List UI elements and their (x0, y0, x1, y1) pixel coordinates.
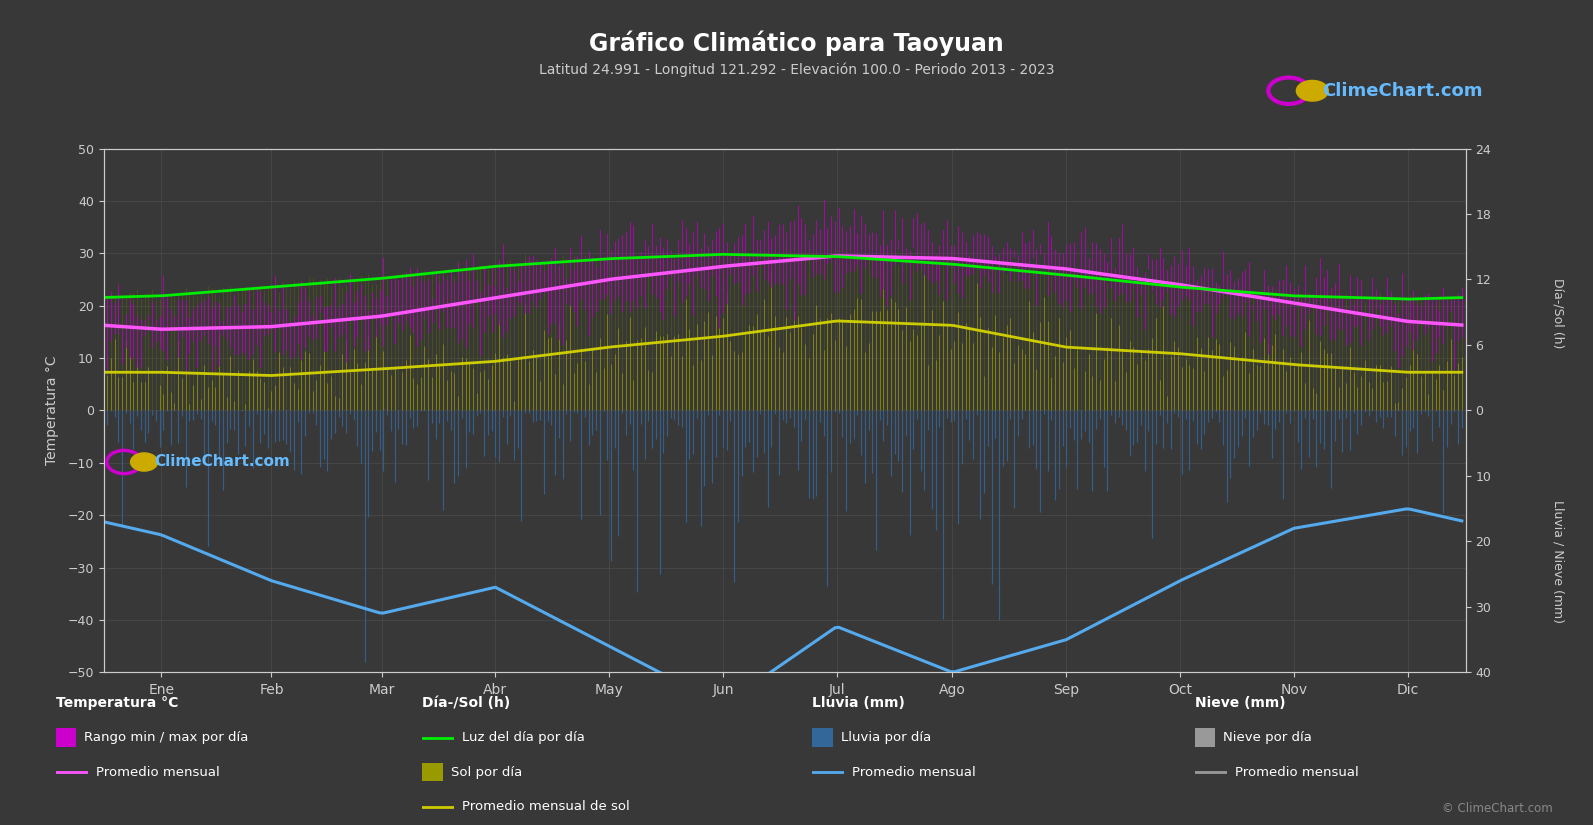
Circle shape (1297, 81, 1329, 101)
Text: Sol por día: Sol por día (451, 766, 523, 779)
Text: Promedio mensual: Promedio mensual (96, 766, 220, 779)
Text: Promedio mensual: Promedio mensual (852, 766, 977, 779)
Text: ClimeChart.com: ClimeChart.com (155, 455, 290, 469)
Text: Lluvia / Nieve (mm): Lluvia / Nieve (mm) (1552, 499, 1564, 623)
Text: Gráfico Climático para Taoyuan: Gráfico Climático para Taoyuan (589, 31, 1004, 55)
Circle shape (131, 453, 158, 471)
Text: Luz del día por día: Luz del día por día (462, 731, 585, 744)
Text: © ClimeChart.com: © ClimeChart.com (1442, 802, 1553, 815)
Text: ClimeChart.com: ClimeChart.com (1322, 82, 1483, 100)
Text: Latitud 24.991 - Longitud 121.292 - Elevación 100.0 - Periodo 2013 - 2023: Latitud 24.991 - Longitud 121.292 - Elev… (538, 62, 1055, 77)
Text: Promedio mensual: Promedio mensual (1235, 766, 1359, 779)
Text: Temperatura °C: Temperatura °C (56, 696, 178, 710)
Text: Promedio mensual de sol: Promedio mensual de sol (462, 800, 629, 813)
Text: Nieve (mm): Nieve (mm) (1195, 696, 1286, 710)
Y-axis label: Temperatura °C: Temperatura °C (45, 356, 59, 465)
Text: Día-/Sol (h): Día-/Sol (h) (422, 696, 510, 710)
Text: Lluvia (mm): Lluvia (mm) (812, 696, 905, 710)
Text: Lluvia por día: Lluvia por día (841, 731, 932, 744)
Text: Nieve por día: Nieve por día (1223, 731, 1313, 744)
Text: Día-/Sol (h): Día-/Sol (h) (1552, 278, 1564, 349)
Text: Rango min / max por día: Rango min / max por día (84, 731, 249, 744)
